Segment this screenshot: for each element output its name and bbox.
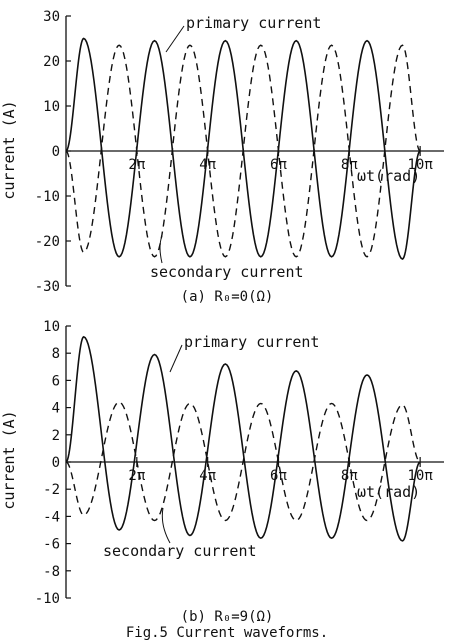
chart-b-ytick-label: 2 — [52, 428, 60, 444]
chart-a-ylabel: current (A) — [0, 100, 18, 199]
chart-a-leader-primary — [165, 25, 185, 53]
chart-b-series-primary-line — [65, 335, 421, 542]
chart-b-ylabel: current (A) — [0, 410, 18, 509]
figure-caption: Fig.5 Current waveforms. — [126, 625, 328, 641]
chart-a-ytick-label: -20 — [35, 234, 60, 250]
chart-b-label-primary: primary current — [184, 333, 319, 351]
chart-b-xlabel: ωt(rad) — [357, 483, 420, 501]
chart-b-ytick-label: 10 — [43, 319, 60, 335]
chart-b-ytick-label: 6 — [52, 373, 60, 389]
chart-a-ytick-label: 0 — [52, 144, 60, 160]
chart-b-xtick-label: 4π — [199, 468, 216, 484]
chart-b-caption: (b) R₀=9(Ω) — [181, 609, 274, 625]
chart-b-ytick-label: 4 — [52, 401, 60, 417]
chart-a-ytick-label: 10 — [43, 99, 60, 115]
chart-b-leader-primary — [169, 344, 183, 373]
chart-a-xtick-label: 8π — [341, 157, 358, 173]
chart-a-xtick-label: 6π — [270, 157, 287, 173]
chart-b-xtick-label: 8π — [341, 468, 358, 484]
chart-a-ytick-label: -10 — [35, 189, 60, 205]
chart-b-ytick-label: -10 — [35, 591, 60, 607]
chart-a-xtick-label: 2π — [128, 157, 145, 173]
chart-a-ytick-label: 20 — [43, 54, 60, 70]
chart-a-xtick-label: 10π — [407, 157, 433, 173]
chart-a-ytick-label: -30 — [35, 279, 60, 295]
chart-a-ytick-label: 30 — [43, 9, 60, 25]
chart-b-ytick-label: 0 — [52, 455, 60, 471]
chart-a-caption: (a) R₀=0(Ω) — [181, 289, 274, 305]
chart-b-ytick-label: -8 — [43, 564, 60, 580]
chart-b-ytick-label: -4 — [43, 509, 60, 525]
chart-b-leader-secondary — [161, 507, 171, 544]
chart-b-xtick-label: 6π — [270, 468, 287, 484]
chart-b-xtick-label: 10π — [407, 468, 433, 484]
chart-a-leader-secondary — [159, 235, 163, 264]
chart-b-ytick-label: -2 — [43, 482, 60, 498]
chart-a-series-secondary-line — [65, 44, 421, 258]
chart-a-label-primary: primary current — [186, 14, 321, 32]
chart-a-label-secondary: secondary current — [150, 263, 304, 281]
chart-a-xtick-label: 4π — [199, 157, 216, 173]
chart-b: current (A) ωt(rad) primary current seco… — [0, 319, 444, 625]
chart-a: current (A) ωt(rad) primary current seco… — [0, 9, 444, 305]
chart-b-ytick-label: 8 — [52, 346, 60, 362]
chart-b-series-secondary-line — [65, 401, 421, 522]
chart-b-ytick-label: -6 — [43, 537, 60, 553]
chart-a-xlabel: ωt(rad) — [357, 167, 420, 185]
chart-b-label-secondary: secondary current — [103, 542, 257, 560]
